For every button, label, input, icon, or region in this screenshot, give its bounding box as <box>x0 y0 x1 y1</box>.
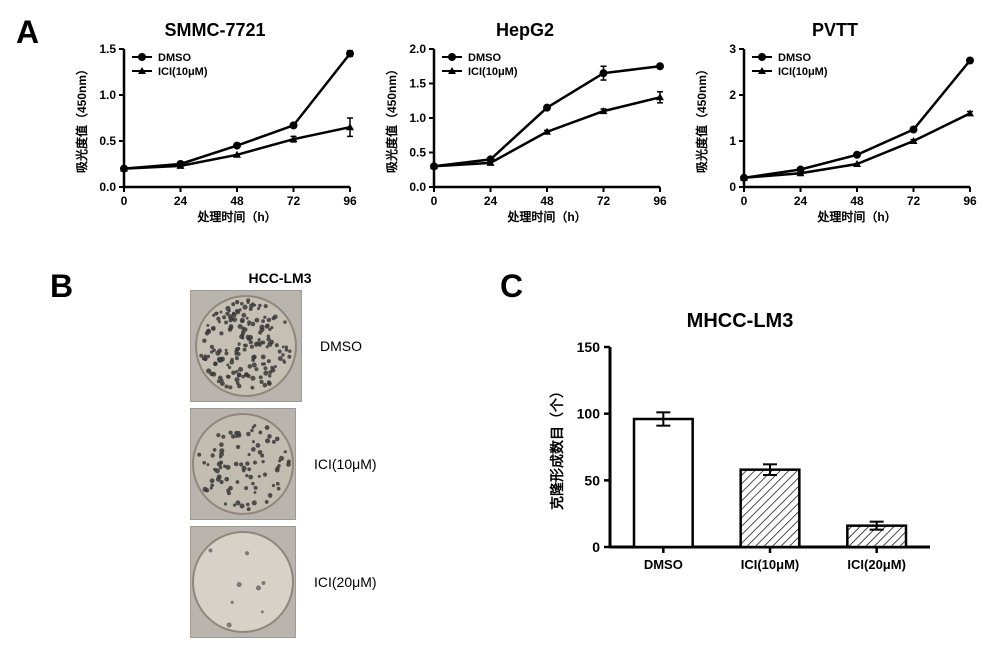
line-chart: 0.0 0.5 1.0 1.5 0 24 48 72 96 处理时间（h） 吸光度值（450nm） D… <box>70 43 360 223</box>
chart-title: PVTT <box>690 20 980 41</box>
panel-a: SMMC-7721 0.0 0.5 1.0 1.5 0 24 48 72 96 处理时间（h） 吸光… <box>70 20 980 220</box>
svg-text:100: 100 <box>577 406 601 422</box>
svg-text:24: 24 <box>794 194 808 208</box>
svg-text:72: 72 <box>287 194 301 208</box>
chart-smmc7721: SMMC-7721 0.0 0.5 1.0 1.5 0 24 48 72 96 处理时间（h） 吸光… <box>70 20 360 220</box>
chart-pvtt: PVTT 0 1 2 3 0 24 48 72 96 处理时间（h） 吸光度值（450nm） DMSO… <box>690 20 980 220</box>
svg-text:0: 0 <box>592 539 600 555</box>
well-row: DMSO <box>190 290 370 402</box>
svg-text:3: 3 <box>729 43 736 56</box>
svg-text:50: 50 <box>584 472 600 488</box>
svg-text:72: 72 <box>597 194 611 208</box>
svg-text:24: 24 <box>174 194 188 208</box>
svg-text:处理时间（h）: 处理时间（h） <box>816 209 896 223</box>
panel-b-title: HCC-LM3 <box>190 270 370 286</box>
svg-text:48: 48 <box>230 194 244 208</box>
svg-text:1.0: 1.0 <box>99 88 116 102</box>
panel-c: MHCC-LM3 0 50 100 150 克隆形成数目（个） DMSO ICI(10μM)… <box>540 310 940 587</box>
svg-text:ICI(10μM): ICI(10μM) <box>741 557 800 572</box>
svg-text:吸光度值（450nm）: 吸光度值（450nm） <box>694 63 709 173</box>
svg-text:0: 0 <box>729 180 736 194</box>
line-chart: 0 1 2 3 0 24 48 72 96 处理时间（h） 吸光度值（450nm） DMSO ICI(1… <box>690 43 980 223</box>
panel-b-label: B <box>50 268 73 305</box>
well-row: ICI(10μM) <box>190 408 370 520</box>
chart-title: HepG2 <box>380 20 670 41</box>
svg-text:处理时间（h）: 处理时间（h） <box>196 209 276 223</box>
svg-text:1: 1 <box>729 134 736 148</box>
well-image <box>190 526 296 638</box>
svg-text:96: 96 <box>653 194 667 208</box>
svg-text:ICI(10μM): ICI(10μM) <box>158 66 208 78</box>
well-label: DMSO <box>320 338 362 354</box>
panel-a-label: A <box>16 14 39 51</box>
svg-text:96: 96 <box>343 194 357 208</box>
line-chart: 0.0 0.5 1.0 1.5 2.0 0 24 48 72 96 处理时间（h） 吸光度值（450n… <box>380 43 670 223</box>
panel-b: HCC-LM3 DMSO ICI(10μM)ICI(20μM) <box>190 270 370 644</box>
svg-text:DMSO: DMSO <box>158 52 191 64</box>
svg-text:吸光度值（450nm）: 吸光度值（450nm） <box>384 63 399 173</box>
svg-text:1.5: 1.5 <box>409 77 426 91</box>
svg-text:150: 150 <box>577 339 601 355</box>
svg-text:DMSO: DMSO <box>644 557 683 572</box>
svg-text:0: 0 <box>121 194 128 208</box>
well-image <box>190 408 296 520</box>
chart-hepg2: HepG2 0.0 0.5 1.0 1.5 2.0 0 24 48 72 96 处理时间（h） 吸光度… <box>380 20 670 220</box>
svg-text:ICI(10μM): ICI(10μM) <box>468 66 518 78</box>
svg-text:2.0: 2.0 <box>409 43 426 56</box>
svg-text:48: 48 <box>540 194 554 208</box>
svg-text:处理时间（h）: 处理时间（h） <box>506 209 586 223</box>
svg-text:吸光度值（450nm）: 吸光度值（450nm） <box>74 63 89 173</box>
panel-c-title: MHCC-LM3 <box>540 310 940 333</box>
svg-text:96: 96 <box>963 194 977 208</box>
svg-text:0.5: 0.5 <box>99 134 116 148</box>
svg-text:ICI(10μM): ICI(10μM) <box>778 66 828 78</box>
svg-text:1.5: 1.5 <box>99 43 116 56</box>
svg-text:克隆形成数目（个）: 克隆形成数目（个） <box>549 384 565 510</box>
well-label: ICI(20μM) <box>314 574 377 590</box>
chart-title: SMMC-7721 <box>70 20 360 41</box>
svg-text:0: 0 <box>431 194 438 208</box>
svg-text:0: 0 <box>741 194 748 208</box>
bar-chart: 0 50 100 150 克隆形成数目（个） DMSO ICI(10μM) ICI(20μM) <box>540 337 940 587</box>
svg-text:72: 72 <box>907 194 921 208</box>
svg-text:DMSO: DMSO <box>778 52 811 64</box>
svg-text:48: 48 <box>850 194 864 208</box>
wells-container: DMSO ICI(10μM)ICI(20μM) <box>190 290 370 638</box>
svg-text:0.5: 0.5 <box>409 146 426 160</box>
svg-text:0.0: 0.0 <box>409 180 426 194</box>
svg-text:24: 24 <box>484 194 498 208</box>
well-label: ICI(10μM) <box>314 456 377 472</box>
svg-text:1.0: 1.0 <box>409 111 426 125</box>
svg-text:DMSO: DMSO <box>468 52 501 64</box>
panel-c-label: C <box>500 268 523 305</box>
svg-text:2: 2 <box>729 88 736 102</box>
svg-text:ICI(20μM): ICI(20μM) <box>847 557 906 572</box>
figure: A SMMC-7721 0.0 0.5 1.0 1.5 0 24 48 72 96 处理时间（h）… <box>10 10 990 657</box>
well-row: ICI(20μM) <box>190 526 370 638</box>
svg-text:0.0: 0.0 <box>99 180 116 194</box>
well-image <box>190 290 302 402</box>
